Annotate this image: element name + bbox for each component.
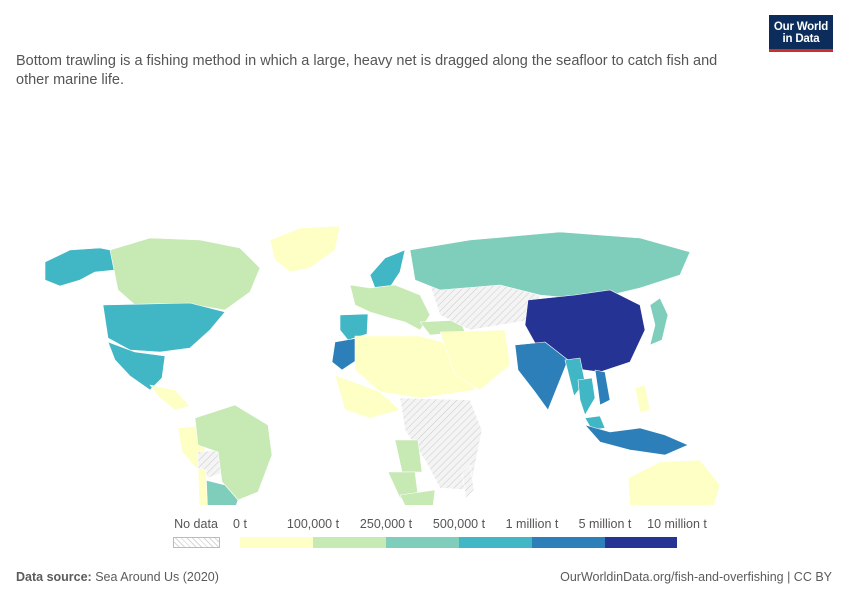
- map-region-central-africa[interactable]: [399, 397, 483, 491]
- data-source-label: Data source:: [16, 570, 92, 584]
- map-region-europe[interactable]: [349, 284, 431, 331]
- legend-label-3: 500,000 t: [432, 517, 486, 531]
- map-region-brazil[interactable]: [194, 404, 273, 501]
- map-region-alaska[interactable]: [44, 247, 121, 287]
- map-region-thailand[interactable]: [577, 377, 596, 416]
- map-region-west-africa[interactable]: [334, 374, 401, 419]
- legend-bin-4[interactable]: [532, 537, 605, 548]
- map-region-philippines[interactable]: [634, 384, 651, 413]
- legend-label-2: 250,000 t: [359, 517, 413, 531]
- legend-label-5: 5 million t: [578, 517, 632, 531]
- legend-bin-2[interactable]: [386, 537, 459, 548]
- map-region-japan[interactable]: [649, 297, 669, 346]
- logo-line-1: Our World: [773, 21, 829, 33]
- map-region-vietnam[interactable]: [594, 369, 611, 406]
- legend-bin-3[interactable]: [459, 537, 532, 548]
- legend-label-1: 100,000 t: [286, 517, 340, 531]
- legend-bin-5[interactable]: [605, 537, 677, 548]
- map-region-russia[interactable]: [409, 231, 691, 301]
- map-region-central-america[interactable]: [149, 384, 191, 411]
- owid-logo[interactable]: Our World in Data: [769, 15, 833, 52]
- legend-no-data-label: No data: [174, 517, 218, 531]
- data-source-value[interactable]: Sea Around Us (2020): [95, 570, 219, 584]
- map-region-mexico[interactable]: [107, 341, 166, 391]
- legend-label-0: 0 t: [233, 517, 247, 531]
- map-region-chile[interactable]: [197, 467, 212, 505]
- map-region-north-africa[interactable]: [354, 335, 476, 399]
- map-region-united-states[interactable]: [102, 302, 226, 353]
- map-region-australia[interactable]: [627, 459, 721, 505]
- legend-bin-0[interactable]: [240, 537, 313, 548]
- map-region-canada[interactable]: [109, 237, 261, 311]
- map-region-indonesia[interactable]: [584, 424, 689, 456]
- map-region-morocco[interactable]: [331, 337, 361, 371]
- footer-link[interactable]: OurWorldinData.org/fish-and-overfishing …: [560, 570, 832, 584]
- map-region-middle-east[interactable]: [439, 329, 511, 391]
- map-region-south-africa[interactable]: [399, 489, 436, 505]
- legend-label-6: 10 million t: [647, 517, 707, 531]
- map-region-norway[interactable]: [369, 249, 406, 291]
- legend-bin-1[interactable]: [313, 537, 386, 548]
- world-map[interactable]: [0, 100, 850, 505]
- map-region-india[interactable]: [514, 341, 569, 411]
- chart-subtitle: Bottom trawling is a fishing method in w…: [16, 53, 718, 88]
- map-region-argentina[interactable]: [204, 479, 239, 505]
- data-source: Data source: Sea Around Us (2020): [16, 570, 219, 584]
- map-region-madagascar[interactable]: [461, 464, 475, 499]
- map-region-greenland[interactable]: [269, 225, 341, 273]
- legend-no-data-swatch: [173, 537, 220, 548]
- legend-label-4: 1 million t: [505, 517, 559, 531]
- logo-line-2: in Data: [782, 33, 820, 45]
- map-region-angola[interactable]: [394, 439, 423, 473]
